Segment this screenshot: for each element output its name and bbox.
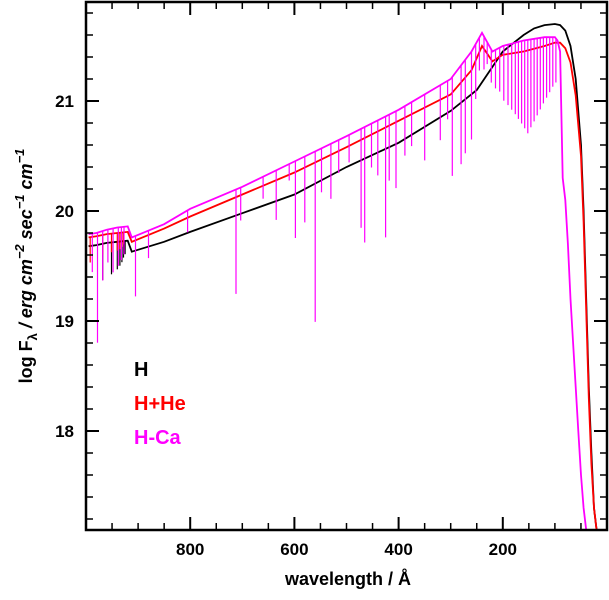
legend-entry: H+He: [134, 393, 186, 415]
tick-labels-layer: 800 600 400 200 18 19 20 21: [55, 92, 517, 559]
y-tick-label: 18: [55, 422, 74, 441]
y-axis-label-part: −1: [12, 149, 27, 164]
series-line: [88, 30, 589, 531]
series-line: [88, 41, 598, 531]
x-tick-label: 600: [280, 540, 308, 559]
x-tick-label: 200: [489, 540, 517, 559]
legend-entry: H-Ca: [134, 427, 182, 449]
y-tick-label: 20: [55, 202, 74, 221]
y-axis-label-part: λ: [25, 332, 40, 340]
legend: H H+He H-Ca: [134, 359, 186, 449]
series-h-ca: [88, 30, 589, 531]
x-tick-label: 400: [384, 540, 412, 559]
y-tick-label: 19: [55, 312, 74, 331]
y-axis-label-part: / erg cm: [16, 259, 36, 333]
y-tick-label: 21: [55, 92, 74, 111]
plot-frame: [84, 0, 609, 532]
y-axis-label: log Fλ / erg cm−2 sec−1 cm−1: [12, 149, 40, 384]
y-axis-label-part: −1: [12, 194, 27, 209]
y-axis-label-part: cm: [16, 163, 36, 194]
y-axis-label-part: log F: [16, 340, 36, 383]
series-layer: [88, 23, 598, 531]
x-tick-label: 800: [176, 540, 204, 559]
legend-entry: H: [134, 359, 148, 381]
y-axis-label-part: sec: [16, 209, 36, 244]
x-axis-label: wavelength / Å: [284, 569, 411, 589]
y-axis-label-part: −2: [12, 244, 27, 260]
